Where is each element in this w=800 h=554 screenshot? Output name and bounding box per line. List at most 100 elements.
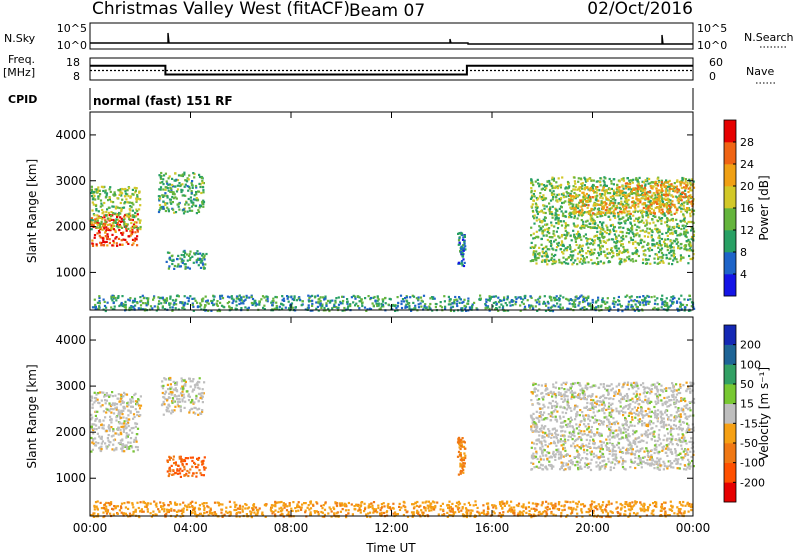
range-cell <box>679 192 682 195</box>
range-cell <box>660 212 663 215</box>
range-cell <box>614 300 617 304</box>
range-cell <box>689 247 692 250</box>
range-cell <box>117 295 120 298</box>
range-cell <box>620 239 623 242</box>
range-cell <box>609 196 613 199</box>
range-cell <box>186 457 189 460</box>
range-cell <box>120 301 123 305</box>
range-cell <box>531 181 534 184</box>
range-cell <box>597 180 600 183</box>
range-cell <box>656 202 659 205</box>
range-cell <box>534 382 537 386</box>
range-cell <box>584 180 588 183</box>
range-cell <box>625 194 629 197</box>
range-cell <box>121 422 124 425</box>
range-cell <box>658 383 661 386</box>
range-cell <box>532 215 535 218</box>
range-cell <box>117 442 120 445</box>
range-cell <box>685 222 689 225</box>
range-cell <box>354 297 357 300</box>
range-cell <box>627 193 630 196</box>
range-cell <box>665 206 668 209</box>
range-cell <box>337 306 340 309</box>
range-cell <box>103 214 106 217</box>
range-cell <box>578 302 581 305</box>
range-cell <box>589 197 592 200</box>
range-cell <box>533 214 536 217</box>
range-cell <box>104 191 107 194</box>
range-cell <box>670 202 673 205</box>
range-cell <box>99 193 102 196</box>
nave-tick-bottom: 0 <box>709 70 716 83</box>
range-cell <box>196 380 200 383</box>
range-cell <box>537 298 540 301</box>
range-cell <box>682 214 685 217</box>
range-cell <box>193 297 196 300</box>
range-cell <box>347 305 350 308</box>
range-cell <box>90 191 93 195</box>
range-cell <box>200 304 203 307</box>
range-cell <box>630 304 633 307</box>
range-cell <box>111 448 114 451</box>
range-cell <box>661 301 664 304</box>
range-cell <box>625 201 628 204</box>
range-cell <box>131 396 134 399</box>
range-cell <box>457 439 460 442</box>
range-cell <box>671 226 674 229</box>
range-cell <box>495 307 498 310</box>
range-cell <box>94 305 97 308</box>
range-cell <box>192 472 195 475</box>
range-cell <box>653 215 656 218</box>
range-cell <box>663 212 666 215</box>
range-cell <box>342 295 345 298</box>
range-cell <box>112 439 115 442</box>
range-cell <box>180 188 183 191</box>
range-cell <box>183 459 187 463</box>
range-cell <box>598 254 601 257</box>
range-cell <box>564 215 567 218</box>
range-cell <box>657 257 660 261</box>
range-cell <box>458 301 461 304</box>
range-cell <box>575 295 578 298</box>
range-cell <box>169 297 172 300</box>
range-cell <box>625 424 628 427</box>
range-cell <box>553 298 556 301</box>
range-cell <box>201 180 204 183</box>
range-cell <box>628 206 631 209</box>
range-cell <box>541 436 544 439</box>
range-cell <box>136 195 139 198</box>
range-cell <box>167 210 170 213</box>
range-cell <box>643 296 646 299</box>
range-cell <box>188 258 192 261</box>
range-cell <box>130 226 133 229</box>
range-cell <box>457 473 460 476</box>
range-cell <box>121 304 124 308</box>
range-cell <box>96 214 99 217</box>
range-cell <box>641 299 644 302</box>
range-cell <box>524 296 527 300</box>
range-cell <box>577 214 580 217</box>
range-cell <box>669 199 672 202</box>
range-cell <box>158 209 161 212</box>
range-cell <box>662 417 665 420</box>
range-cell <box>135 433 138 436</box>
range-cell <box>561 251 564 254</box>
range-cell <box>640 239 644 242</box>
range-cell <box>575 204 578 207</box>
range-cell <box>167 474 170 478</box>
range-cell <box>632 300 635 303</box>
range-cell <box>665 413 668 417</box>
range-cell <box>638 176 641 179</box>
range-cell <box>687 220 690 224</box>
range-cell <box>558 193 561 196</box>
range-cell <box>192 309 195 312</box>
range-cell <box>431 297 434 300</box>
range-cell <box>130 206 133 209</box>
range-cell <box>97 210 100 213</box>
range-cell <box>637 402 640 406</box>
range-cell <box>618 250 621 253</box>
range-cell <box>649 201 652 204</box>
range-cell <box>102 244 106 247</box>
range-cell <box>460 444 463 448</box>
range-cell <box>592 226 595 229</box>
